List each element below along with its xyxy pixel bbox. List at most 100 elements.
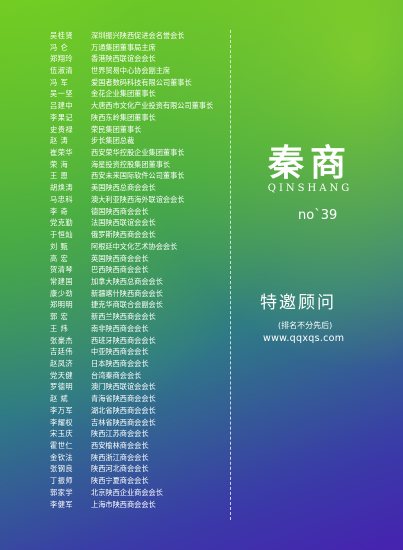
advisor-organization: 步长集团总裁 <box>91 136 135 146</box>
advisor-name: 李万军 <box>50 405 74 415</box>
advisor-organization: 万通集团董事局主席 <box>91 42 156 52</box>
advisor-row: 丁振师 陕西宁夏商会会长 <box>50 475 250 487</box>
advisor-name: 刘 甄 <box>50 241 69 251</box>
advisor-row: 李果记 陕西东岭集团董事长 <box>50 112 250 124</box>
advisor-name: 赵凤济 <box>50 358 74 368</box>
advisor-row: 郑明明 捷克华商联合会副会长 <box>50 300 250 312</box>
advisor-organization: 巴西陕西商会会长 <box>91 265 149 275</box>
advisor-name: 郑明明 <box>50 300 74 310</box>
advisor-name: 吴桂贤 <box>50 30 74 40</box>
advisor-name: 冯 军 <box>50 77 69 87</box>
advisor-row: 胡焕涛 美国陕西总商会会长 <box>50 182 250 194</box>
advisor-organization: 俄罗斯陕西商会会长 <box>91 230 156 240</box>
advisor-organization: 陕西浙江商会会长 <box>91 452 149 462</box>
advisor-row: 吴桂贤 深圳振兴陕西促进会名誉会长 <box>50 30 250 42</box>
advisor-row: 史贵禄 荣民集团董事长 <box>50 124 250 136</box>
advisor-name: 于恒灿 <box>50 230 74 240</box>
advisor-name: 吴一坚 <box>50 89 74 99</box>
advisor-name: 吉廷伟 <box>50 347 74 357</box>
advisor-name: 崔荣华 <box>50 148 74 158</box>
advisor-organization: 西班牙陕西商会会长 <box>91 335 156 345</box>
advisor-organization: 陕西江苏商会会长 <box>91 429 149 439</box>
advisor-row: 郭家学 北京陕西企业商会会长 <box>50 487 250 499</box>
advisor-row: 冯 仑 万通集团董事局主席 <box>50 42 250 54</box>
advisor-name: 赵 涛 <box>50 136 69 146</box>
advisor-organization: 金花企业集团董事长 <box>91 89 156 99</box>
advisor-name: 李耀权 <box>50 417 74 427</box>
advisor-row: 高 宏 英国陕西商会会长 <box>50 253 250 265</box>
advisor-name: 宋玉庆 <box>50 429 74 439</box>
advisor-row: 贺清琴 巴西陕西商会会长 <box>50 264 250 276</box>
advisor-name: 吕建中 <box>50 101 74 111</box>
advisor-name: 胡焕涛 <box>50 183 74 193</box>
advisor-name: 史贵禄 <box>50 124 74 134</box>
advisor-organization: 陕西宁夏商会会长 <box>91 476 149 486</box>
advisor-name: 党天健 <box>50 370 74 380</box>
advisor-organization: 吉林省陕西商会会长 <box>91 417 156 427</box>
advisor-name: 张豪杰 <box>50 335 74 345</box>
advisor-row: 宋玉庆 陕西江苏商会会长 <box>50 428 250 440</box>
advisor-organization: 深圳振兴陕西促进会名誉会长 <box>91 30 185 40</box>
advisor-organization: 中亚陕西商会会长 <box>91 347 149 357</box>
advisor-name: 金钦法 <box>50 452 74 462</box>
advisor-list: 吴桂贤 深圳振兴陕西促进会名誉会长冯 仑 万通集团董事局主席郑翔玲 香港陕西联谊会会长… <box>50 30 250 510</box>
advisor-organization: 爱国者数码科技有限公司董事长 <box>91 77 192 87</box>
advisor-row: 吕建中 大唐西市文化产业投资有限公司董事长 <box>50 100 250 112</box>
advisor-organization: 上海市陕西商会会长 <box>91 499 156 509</box>
advisor-row: 吴一坚 金花企业集团董事长 <box>50 89 250 101</box>
logo-chinese: 秦商 <box>267 142 352 184</box>
advisor-name: 冯 仑 <box>50 42 69 52</box>
advisor-row: 荣 海 海星投资控股集团董事长 <box>50 159 250 171</box>
advisor-row: 李 奇 德国陕西商会会长 <box>50 206 250 218</box>
advisor-row: 李耀权 吉林省陕西商会会长 <box>50 417 250 429</box>
advisor-organization: 湖北省陕西商会会长 <box>91 405 156 415</box>
magazine-logo: 秦商 QINSHANG <box>250 145 370 194</box>
advisor-row: 吉廷伟 中亚陕西商会会长 <box>50 346 250 358</box>
advisor-organization: 陕西东岭集团董事长 <box>91 112 156 122</box>
advisor-organization: 阿根廷中文化艺术协会会长 <box>91 241 178 251</box>
advisor-row: 赵 斌 青海省陕西商会会长 <box>50 393 250 405</box>
advisor-row: 郑翔玲 香港陕西联谊会会长 <box>50 53 250 65</box>
advisor-organization: 香港陕西联谊会会长 <box>91 54 156 64</box>
advisor-organization: 陕西河北商会会长 <box>91 464 149 474</box>
advisor-organization: 澳大利亚陕西海外联谊会会长 <box>91 194 185 204</box>
advisor-row: 赵 涛 步长集团总裁 <box>50 135 250 147</box>
advisor-row: 李万军 湖北省陕西商会会长 <box>50 405 250 417</box>
logo-english: QINSHANG <box>267 183 353 194</box>
advisor-organization: 新西兰陕西商会会长 <box>91 312 156 322</box>
advisor-organization: 大唐西市文化产业投资有限公司董事长 <box>91 101 214 111</box>
advisor-name: 张钢良 <box>50 464 74 474</box>
advisor-row: 罗德明 澳门陕西联谊会会长 <box>50 382 250 394</box>
advisor-organization: 海星投资控股集团董事长 <box>91 159 171 169</box>
advisor-row: 党克勤 法国陕西联谊会会长 <box>50 218 250 230</box>
advisor-organization: 荣民集团董事长 <box>91 124 142 134</box>
advisor-organization: 捷克华商联合会副会长 <box>91 300 163 310</box>
advisor-organization: 西安未来国际软件公司董事长 <box>91 171 185 181</box>
advisor-row: 于恒灿 俄罗斯陕西商会会长 <box>50 229 250 241</box>
advisor-organization: 南非陕西商会会长 <box>91 323 149 333</box>
advisor-organization: 北京陕西企业商会会长 <box>91 487 163 497</box>
advisor-name: 郭家学 <box>50 487 74 497</box>
advisor-organization: 美国陕西总商会会长 <box>91 183 156 193</box>
advisor-name: 常建国 <box>50 276 74 286</box>
advisor-row: 崔荣华 西安荣华控股企业集团董事长 <box>50 147 250 159</box>
section-title: 特邀顾问 <box>260 293 336 313</box>
advisor-row: 霍世仁 西安榆林商会会长 <box>50 440 250 452</box>
advisor-name: 郑翔玲 <box>50 54 74 64</box>
advisor-name: 高 宏 <box>50 253 69 263</box>
advisor-name: 王 炜 <box>50 323 69 333</box>
advisor-organization: 西安榆林商会会长 <box>91 441 149 451</box>
issue-number: no`39 <box>298 208 338 223</box>
advisor-organization: 德国陕西商会会长 <box>91 206 149 216</box>
advisor-row: 党天健 台湾秦商会会长 <box>50 370 250 382</box>
advisor-row: 张豪杰 西班牙陕西商会会长 <box>50 335 250 347</box>
advisor-row: 冯 军 爱国者数码科技有限公司董事长 <box>50 77 250 89</box>
website-url[interactable]: www.qqxqs.com <box>263 333 345 344</box>
advisor-name: 党克勤 <box>50 218 74 228</box>
advisor-organization: 新疆喀什陕西商会会长 <box>91 288 163 298</box>
advisor-organization: 英国陕西商会会长 <box>91 253 149 263</box>
advisor-row: 王 炜 南非陕西商会会长 <box>50 323 250 335</box>
advisor-name: 马忠科 <box>50 194 74 204</box>
advisor-name: 罗德明 <box>50 382 74 392</box>
